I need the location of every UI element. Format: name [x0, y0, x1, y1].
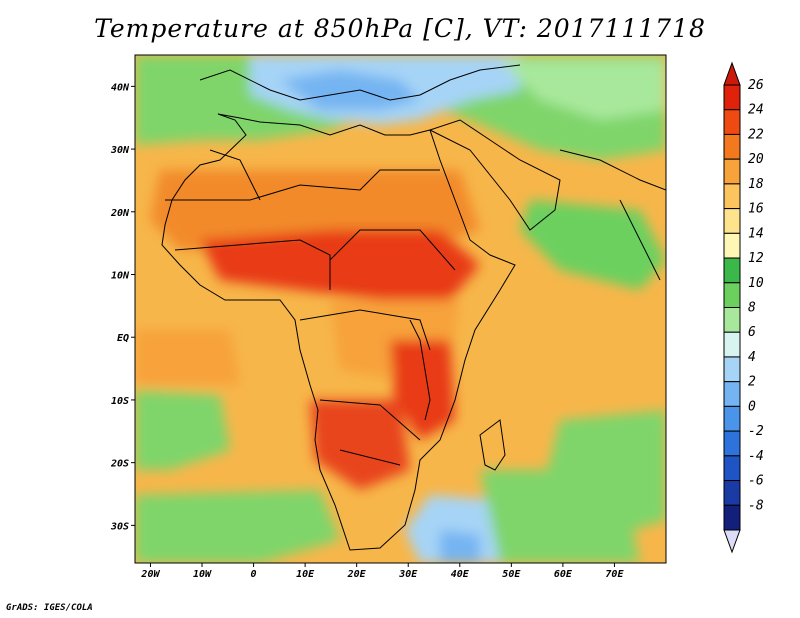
colorbar-swatch: [723, 232, 741, 259]
lat-tick-label: 40N: [111, 82, 130, 93]
colorbar-swatch: [723, 455, 741, 482]
lat-tick-label: 10S: [111, 396, 129, 407]
colorbar-swatch: [723, 257, 741, 284]
colorbar-swatch: [723, 381, 741, 407]
lon-tick-label: 0: [251, 569, 257, 580]
colorbar-swatch: [723, 208, 741, 234]
colorbar-label: -8: [748, 498, 764, 513]
colorbar-label: 10: [748, 276, 764, 291]
lon-tick-label: 20E: [347, 569, 367, 580]
coastlines: [161, 64, 666, 551]
colorbar-label: 6: [748, 325, 756, 340]
lat-tick-label: 10N: [111, 271, 130, 282]
temperature-field: [135, 55, 666, 563]
lat-tick-label: 30S: [110, 521, 129, 532]
lat-tick-label: 30N: [110, 145, 130, 156]
lon-tick-label: 60E: [554, 569, 573, 580]
colorbar-label: 12: [748, 251, 764, 266]
lon-tick-label: 10E: [296, 569, 315, 580]
colorbar-swatch: [723, 133, 741, 160]
lon-tick-label: 70E: [605, 569, 624, 580]
colorbar-swatch: [723, 331, 741, 358]
colorbar-label: -4: [748, 449, 764, 464]
map-title: Temperature at 850hPa [C], VT: 201711171…: [94, 14, 706, 43]
colorbar-swatch: [723, 504, 741, 531]
colorbar-swatch: [723, 480, 741, 506]
colorbar-swatch: [723, 282, 741, 308]
lon-tick-label: 20W: [140, 569, 160, 580]
colorbar-label: 0: [748, 399, 756, 414]
lon-tick-label: 40E: [451, 569, 470, 580]
colorbar-swatch: [723, 158, 741, 185]
colorbar-top-arrow: [723, 61, 741, 86]
lat-tick-label: EQ: [117, 333, 129, 344]
lat-tick-label: 20S: [110, 459, 129, 470]
plot-frame: [134, 54, 667, 564]
colorbar-label: 20: [748, 152, 764, 167]
colorbar-swatch: [723, 84, 741, 111]
colorbar-label: 26: [748, 78, 764, 93]
colorbar-label: 24: [748, 103, 764, 118]
colorbar-swatch: [723, 109, 741, 135]
lon-tick-label: 10W: [193, 569, 212, 580]
colorbar-label: 18: [748, 177, 764, 192]
colorbar-swatch: [723, 405, 741, 432]
lon-tick-label: 30E: [398, 569, 418, 580]
colorbar-swatch: [723, 356, 741, 383]
colorbar-label: 8: [748, 301, 756, 316]
colorbar-swatch: [723, 183, 741, 210]
lon-tick-label: 50E: [502, 569, 521, 580]
lat-tick-label: 20N: [110, 208, 130, 219]
longitude-axis: 20W 10W 0 10E 20E 30E 40E 50E 60E 70E: [140, 563, 624, 580]
colorbar-label: 22: [748, 127, 764, 142]
colorbar-label: 4: [748, 350, 756, 365]
colorbar-swatch: [723, 430, 741, 457]
credit-text: GrADS: IGES/COLA: [6, 603, 93, 613]
colorbar-label: 16: [748, 202, 764, 217]
colorbar-swatch: [723, 307, 741, 333]
colorbar-label: 14: [748, 226, 764, 241]
colorbar-label: -6: [748, 474, 764, 489]
latitude-axis: 40N 30N 20N 10N EQ 10S 20S 30S: [110, 82, 135, 532]
colorbar-label: -2: [748, 424, 764, 439]
colorbar-label: 2: [748, 375, 756, 390]
colorbar-bottom-arrow: [723, 529, 741, 554]
